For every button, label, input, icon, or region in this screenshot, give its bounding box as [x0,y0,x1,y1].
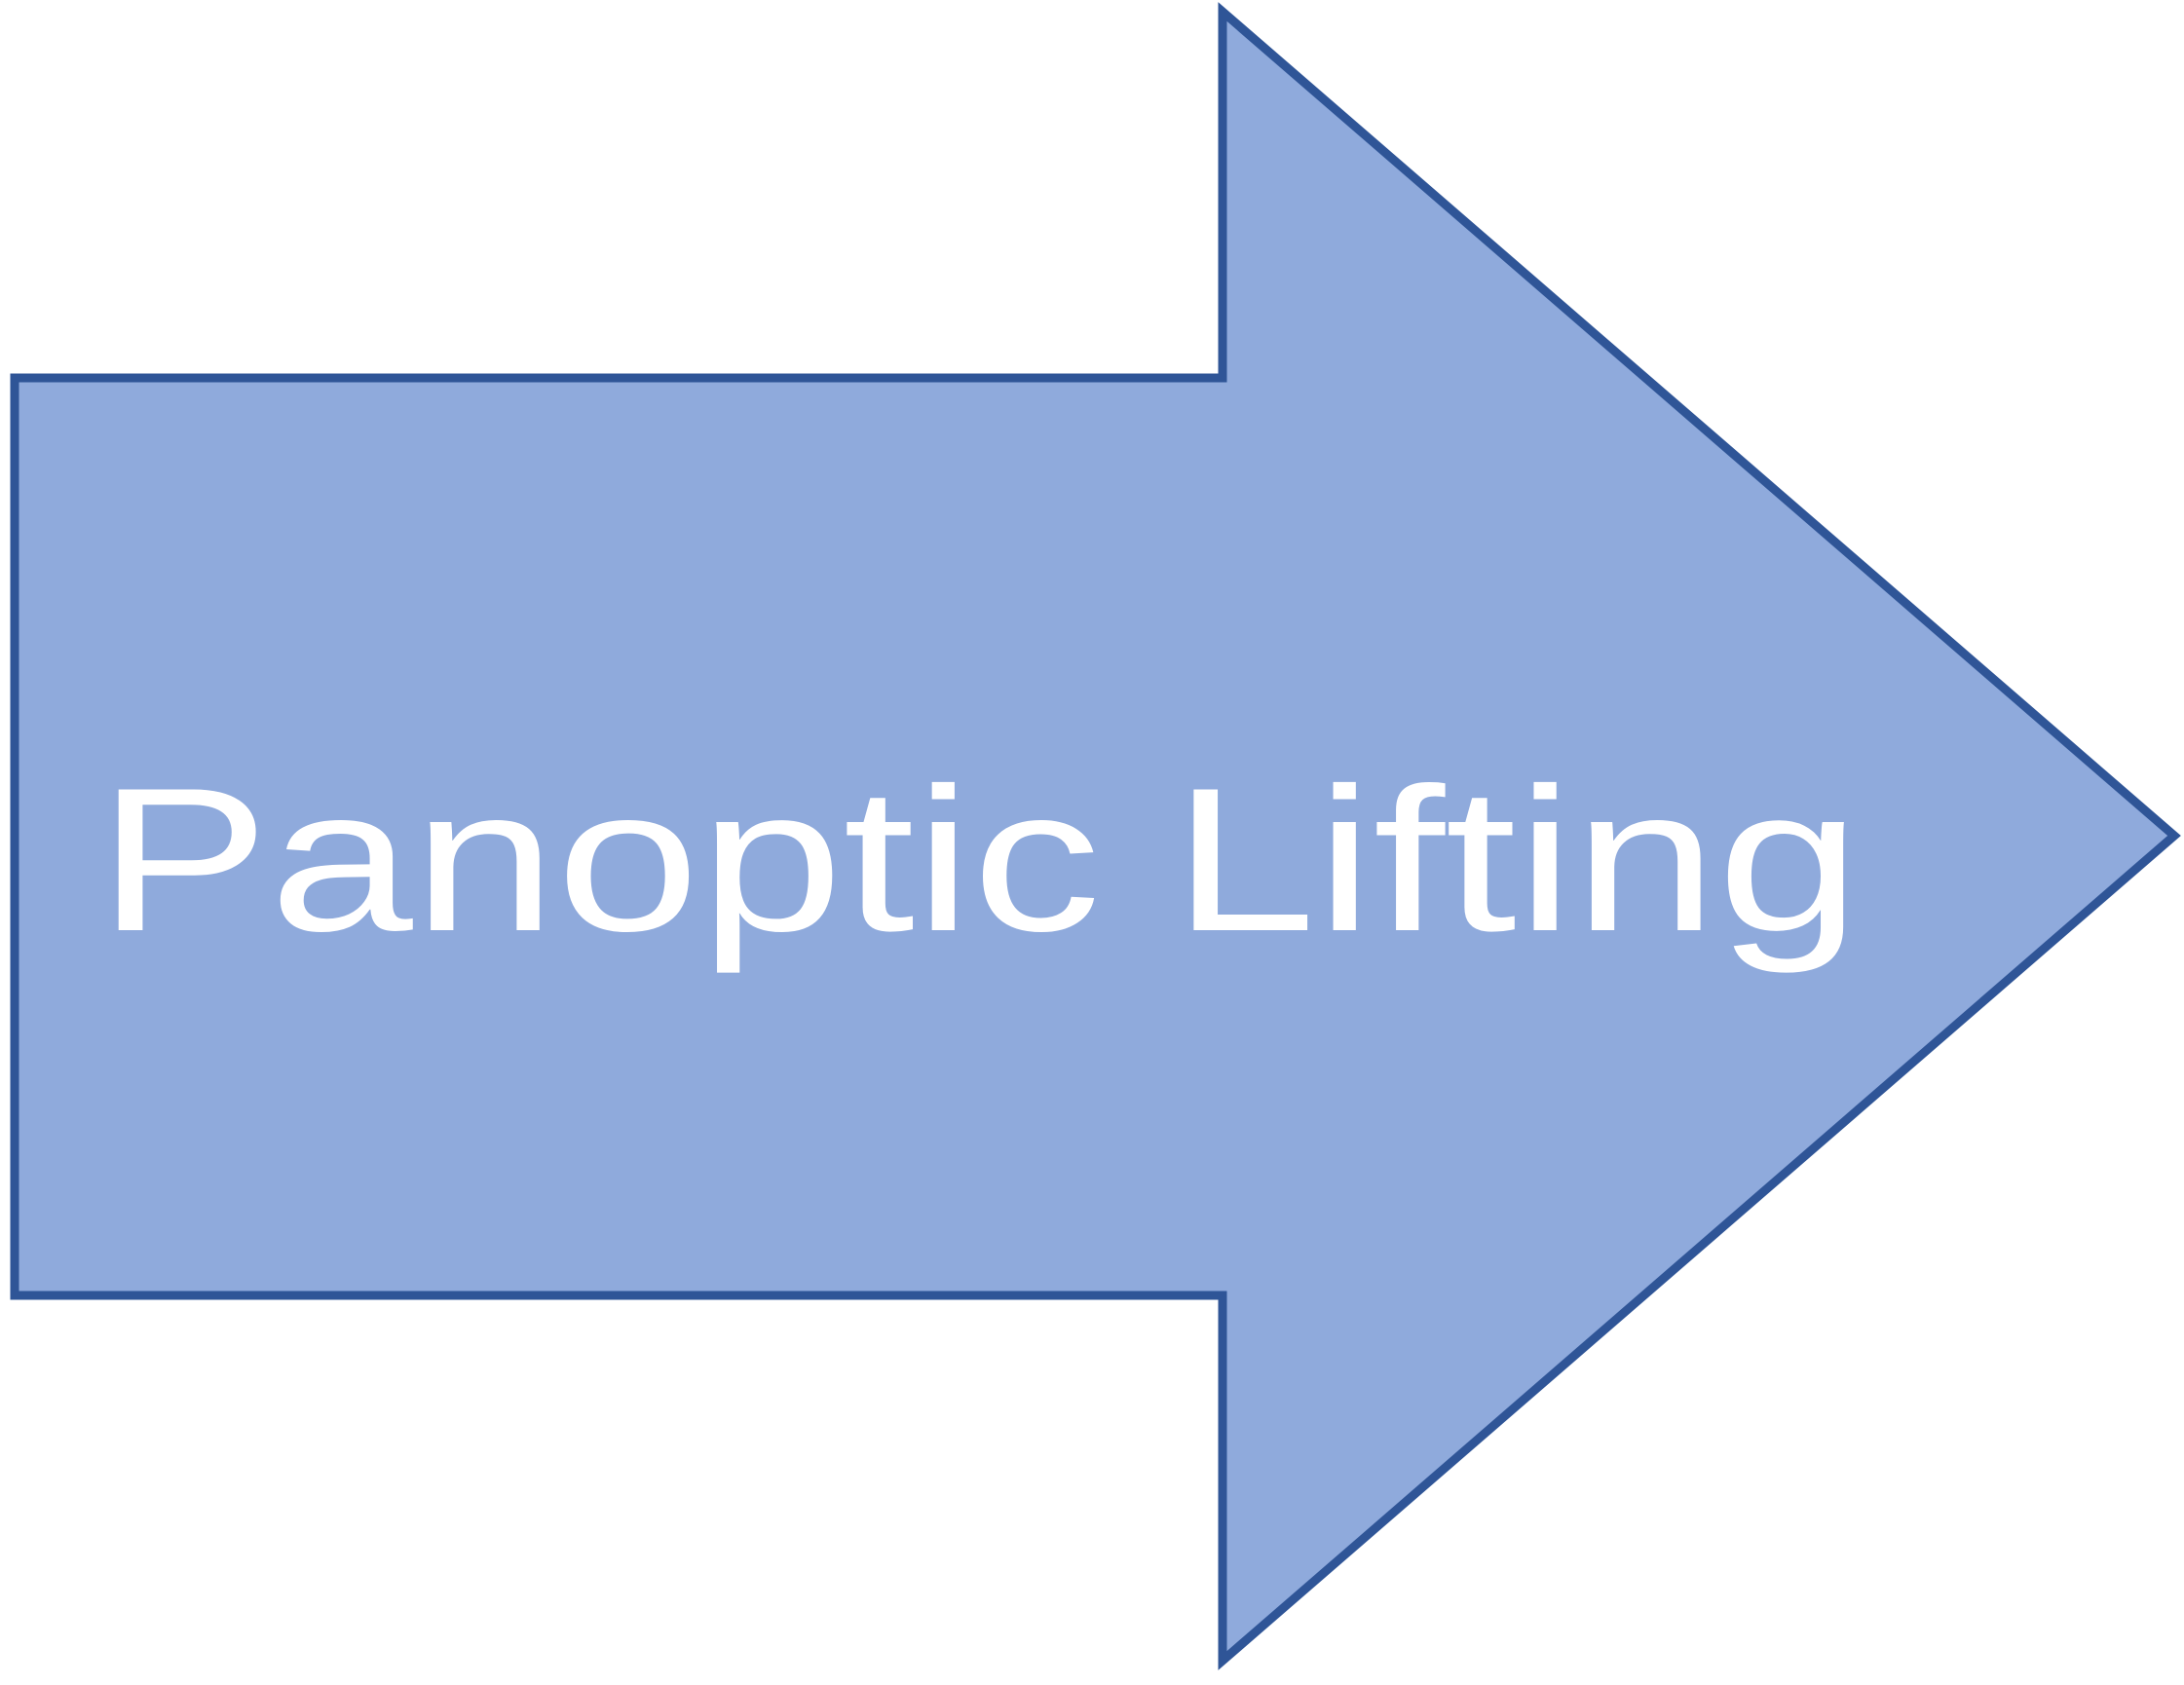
right-arrow-shape [10,2,2181,1670]
arrow-label: Panoptic Lifting [97,745,1861,974]
